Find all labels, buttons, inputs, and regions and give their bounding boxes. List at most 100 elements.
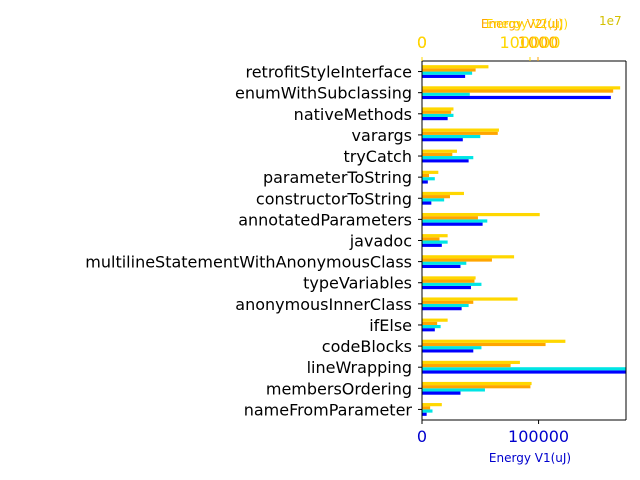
bar-javadoc-series-3 <box>422 234 448 238</box>
bar-multilineStatementWithAnonymousClass-series-3 <box>422 255 515 259</box>
bar-varargs-series-0 <box>422 138 463 142</box>
bar-parameterToString-series-2 <box>422 173 429 178</box>
bar-nativeMethods-series-0 <box>422 116 448 121</box>
bar-lineWrapping-series-3 <box>422 360 520 365</box>
bar-multilineStatementWithAnonymousClass-series-0 <box>422 264 461 269</box>
bar-constructorToString-series-0 <box>422 201 432 205</box>
top-tick-label-0-0: 0 <box>417 33 427 52</box>
bar-enumWithSubclassing-series-2 <box>422 89 614 93</box>
y-tick-label-codeBlocks: codeBlocks <box>322 337 412 356</box>
top-tick-label-1-0: 0 <box>417 33 427 52</box>
bar-javadoc-series-2 <box>422 237 440 241</box>
bar-tryCatch-series-1 <box>422 156 474 160</box>
bar-varargs-series-2 <box>422 131 498 135</box>
top-tick-label-0-1000: 1000 <box>518 33 559 52</box>
bar-membersOrdering-series-0 <box>422 391 461 395</box>
bar-nameFromParameter-series-0 <box>422 412 427 416</box>
y-tick-label-anonymousInnerClass: anonymousInnerClass <box>235 295 412 314</box>
y-tick-label-parameterToString: parameterToString <box>263 168 412 187</box>
bar-tryCatch-series-3 <box>422 149 457 153</box>
y-tick-label-lineWrapping: lineWrapping <box>307 358 412 377</box>
y-tick-label-retrofitStyleInterface: retrofitStyleInterface <box>245 63 412 82</box>
bar-nativeMethods-series-1 <box>422 113 454 117</box>
bar-varargs-series-3 <box>422 128 499 132</box>
bar-ifElse-series-3 <box>422 318 448 322</box>
bar-membersOrdering-series-1 <box>422 388 485 392</box>
x-axis-label: Energy V1(uJ) <box>489 451 571 465</box>
y-tick-label-typeVariables: typeVariables <box>303 274 412 293</box>
bar-lineWrapping-series-1 <box>422 367 626 371</box>
y-tick-label-javadoc: javadoc <box>349 232 412 251</box>
bar-enumWithSubclassing-series-1 <box>422 92 470 96</box>
bar-nameFromParameter-series-1 <box>422 409 433 413</box>
top-tick-label-1-100000: 100000 <box>499 33 560 52</box>
bar-nativeMethods-series-2 <box>422 110 452 114</box>
bar-anonymousInnerClass-series-1 <box>422 303 469 308</box>
bar-enumWithSubclassing-series-0 <box>422 95 611 100</box>
y-tick-label-membersOrdering: membersOrdering <box>266 379 412 398</box>
bar-nativeMethods-series-3 <box>422 107 454 111</box>
top-axis-offset-label: 1e7 <box>599 14 622 28</box>
bar-membersOrdering-series-3 <box>422 381 532 386</box>
bar-javadoc-series-1 <box>422 240 448 244</box>
y-tick-label-nameFromParameter: nameFromParameter <box>244 400 413 419</box>
bar-codeBlocks-series-3 <box>422 339 566 343</box>
y-tick-label-ifElse: ifElse <box>369 316 412 335</box>
y-tick-label-nativeMethods: nativeMethods <box>294 105 412 124</box>
bar-enumWithSubclassing-series-3 <box>422 86 621 90</box>
bar-anonymousInnerClass-series-2 <box>422 300 474 304</box>
bars-layer <box>422 65 626 416</box>
bar-typeVariables-series-3 <box>422 276 476 280</box>
bar-retrofitStyleInterface-series-1 <box>422 71 473 75</box>
top-axis-label-0: Energy V2(uJ) <box>481 17 563 31</box>
y-tick-label-annotatedParameters: annotatedParameters <box>238 210 412 229</box>
bar-tryCatch-series-2 <box>422 152 453 157</box>
bar-typeVariables-series-1 <box>422 282 482 286</box>
bar-varargs-series-1 <box>422 134 481 139</box>
plot-area <box>422 61 626 420</box>
bar-codeBlocks-series-0 <box>422 349 474 353</box>
bar-ifElse-series-0 <box>422 328 435 332</box>
bar-parameterToString-series-0 <box>422 180 428 184</box>
bar-annotatedParameters-series-1 <box>422 219 488 223</box>
bar-anonymousInnerClass-series-3 <box>422 297 518 301</box>
y-tick-label-multilineStatementWithAnonymousClass: multilineStatementWithAnonymousClass <box>85 253 412 272</box>
bar-retrofitStyleInterface-series-0 <box>422 74 466 78</box>
category-labels: retrofitStyleInterface enumWithSubclassin… <box>85 63 422 419</box>
bar-annotatedParameters-series-0 <box>422 222 483 226</box>
top-axis-label-1: Energy V2(uJ) <box>486 17 568 31</box>
bar-annotatedParameters-series-2 <box>422 216 478 220</box>
bar-parameterToString-series-1 <box>422 177 435 181</box>
bar-anonymousInnerClass-series-0 <box>422 307 462 311</box>
bar-membersOrdering-series-2 <box>422 385 531 389</box>
bar-codeBlocks-series-1 <box>422 346 482 350</box>
bar-retrofitStyleInterface-series-2 <box>422 68 476 72</box>
bar-nameFromParameter-series-3 <box>422 403 442 407</box>
bar-annotatedParameters-series-3 <box>422 212 540 217</box>
bar-typeVariables-series-2 <box>422 279 475 283</box>
bar-ifElse-series-1 <box>422 324 441 329</box>
axes-layer <box>421 60 627 421</box>
bar-parameterToString-series-3 <box>422 170 439 174</box>
bar-lineWrapping-series-0 <box>422 370 626 374</box>
x-tick-label-100000: 100000 <box>508 427 569 446</box>
bar-lineWrapping-series-2 <box>422 364 511 368</box>
y-tick-label-constructorToString: constructorToString <box>256 189 412 208</box>
x-tick-label-0: 0 <box>417 427 427 446</box>
bar-tryCatch-series-0 <box>422 159 469 163</box>
bar-multilineStatementWithAnonymousClass-series-1 <box>422 261 467 265</box>
bar-constructorToString-series-3 <box>422 191 464 196</box>
x-axis-ticks: 0 100000 <box>417 420 569 446</box>
bar-codeBlocks-series-2 <box>422 342 546 347</box>
bar-multilineStatementWithAnonymousClass-series-2 <box>422 258 492 262</box>
bar-retrofitStyleInterface-series-3 <box>422 65 489 69</box>
bar-ifElse-series-2 <box>422 321 438 325</box>
bar-constructorToString-series-2 <box>422 195 450 199</box>
bar-javadoc-series-0 <box>422 243 442 247</box>
bar-nameFromParameter-series-2 <box>422 406 431 410</box>
bar-typeVariables-series-0 <box>422 285 471 290</box>
y-tick-label-tryCatch: tryCatch <box>343 147 412 166</box>
y-tick-label-varargs: varargs <box>352 126 412 145</box>
